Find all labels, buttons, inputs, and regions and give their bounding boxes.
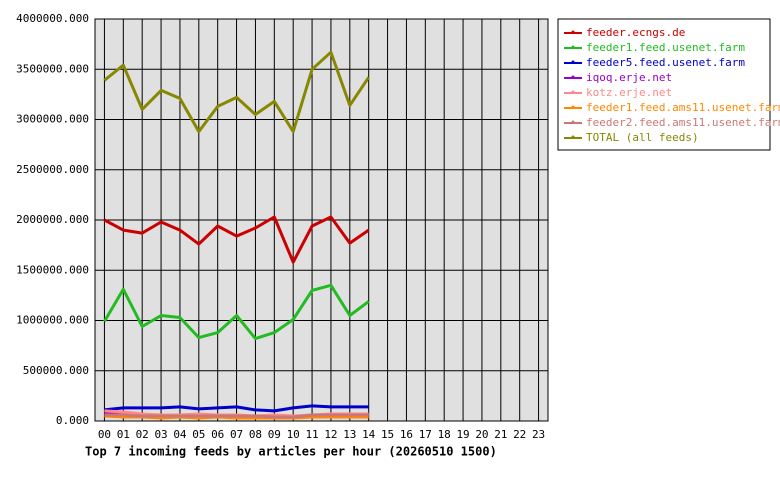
- series-line: [103, 283, 370, 341]
- x-tick-label: 03: [154, 428, 167, 441]
- x-tick-label: 15: [381, 428, 394, 441]
- x-tick-label: 21: [494, 428, 507, 441]
- legend-label: feeder1.feed.usenet.farm: [586, 41, 745, 54]
- x-tick-label: 20: [475, 428, 488, 441]
- legend-key-dot: [571, 75, 575, 79]
- legend-label: kotz.erje.net: [586, 86, 672, 99]
- x-tick-label: 23: [532, 428, 545, 441]
- y-tick-label: 2500000.000: [16, 163, 89, 176]
- x-tick-label: 09: [268, 428, 281, 441]
- x-tick-label: 06: [211, 428, 224, 441]
- legend-key-dot: [571, 30, 575, 34]
- y-tick-label: 4000000.000: [16, 12, 89, 25]
- y-tick-label: 0.000: [56, 414, 89, 427]
- x-tick-label: 17: [419, 428, 432, 441]
- legend-key-dot: [571, 135, 575, 139]
- legend-label: feeder5.feed.usenet.farm: [586, 56, 745, 69]
- x-tick-label: 12: [324, 428, 337, 441]
- legend-label: TOTAL (all feeds): [586, 131, 699, 144]
- x-tick-label: 00: [98, 428, 111, 441]
- y-tick-label: 1000000.000: [16, 314, 89, 327]
- x-tick-label: 19: [456, 428, 469, 441]
- x-tick-label: 13: [343, 428, 356, 441]
- x-tick-label: 10: [287, 428, 300, 441]
- x-tick-label: 18: [438, 428, 451, 441]
- x-tick-label: 04: [173, 428, 187, 441]
- series-line: [103, 50, 370, 134]
- legend-label: feeder.ecngs.de: [586, 26, 685, 39]
- legend-key-dot: [571, 45, 575, 49]
- x-tick-label: 07: [230, 428, 243, 441]
- y-tick-label: 2000000.000: [16, 213, 89, 226]
- legend-label: iqoq.erje.net: [586, 71, 672, 84]
- series-line: [104, 413, 369, 419]
- x-tick-label: 08: [249, 428, 262, 441]
- y-tick-label: 3000000.000: [16, 113, 89, 126]
- legend-key-dot: [571, 105, 575, 109]
- x-tick-label: 01: [117, 428, 130, 441]
- x-tick-label: 11: [305, 428, 318, 441]
- y-tick-label: 500000.000: [23, 364, 89, 377]
- x-tick-label: 16: [400, 428, 413, 441]
- legend-key-dot: [571, 120, 575, 124]
- x-tick-label: 05: [192, 428, 205, 441]
- legend-key-dot: [571, 60, 575, 64]
- legend-label: feeder1.feed.ams11.usenet.farm: [586, 101, 780, 114]
- x-tick-label: 02: [136, 428, 149, 441]
- series-line: [103, 215, 370, 264]
- chart-title: Top 7 incoming feeds by articles per hou…: [85, 445, 497, 459]
- x-tick-label: 22: [513, 428, 526, 441]
- y-tick-label: 3500000.000: [16, 62, 89, 75]
- legend-label: feeder2.feed.ams11.usenet.farm: [586, 116, 780, 129]
- x-tick-label: 14: [362, 428, 376, 441]
- legend-box: [557, 18, 771, 151]
- legend-key-dot: [571, 90, 575, 94]
- series-line: [104, 404, 369, 413]
- y-tick-label: 1500000.000: [16, 263, 89, 276]
